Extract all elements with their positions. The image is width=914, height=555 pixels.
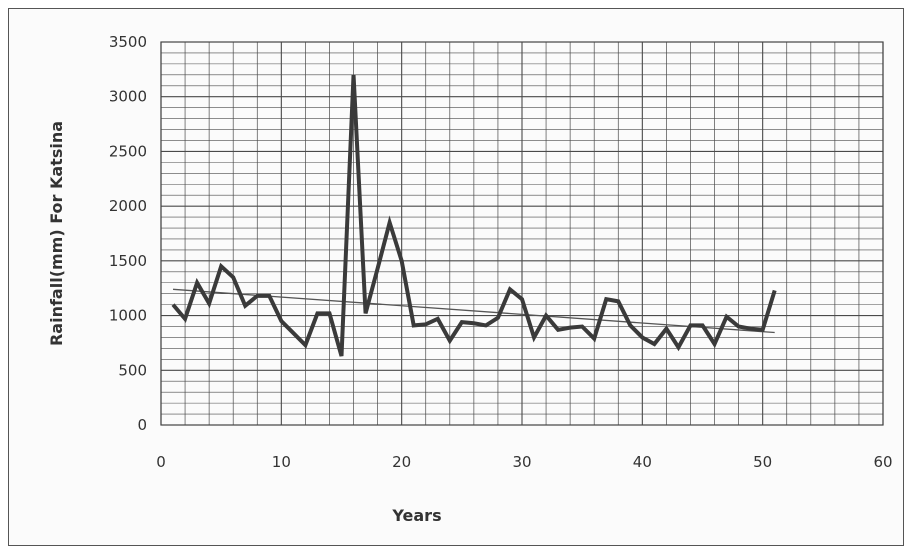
x-tick-label: 40 (633, 453, 652, 471)
x-axis-title: Years (391, 506, 441, 525)
plot-area (160, 41, 884, 426)
y-tick-label: 1000 (109, 307, 147, 325)
gridlines (160, 41, 884, 426)
trend-line (172, 288, 775, 334)
x-tick-label: 50 (753, 453, 772, 471)
x-tick-label: 20 (392, 453, 411, 471)
y-tick-label: 3500 (109, 33, 147, 51)
x-tick-label: 30 (512, 453, 531, 471)
y-tick-label: 500 (118, 361, 147, 379)
y-tick-labels: 0 500 1000 1500 2000 2500 3000 3500 (109, 33, 147, 434)
rainfall-series-line (171, 74, 777, 357)
x-tick-labels: 0 10 20 30 40 50 60 (156, 453, 892, 471)
x-tick-label: 60 (873, 453, 892, 471)
x-tick-label: 0 (156, 453, 166, 471)
y-tick-label: 3000 (109, 88, 147, 106)
y-tick-label: 0 (137, 416, 147, 434)
chart-frame (8, 8, 904, 546)
x-tick-label: 10 (272, 453, 291, 471)
y-tick-label: 2500 (109, 142, 147, 160)
y-tick-label: 1500 (109, 252, 147, 270)
y-axis-title: Rainfall(mm) For Katsina (47, 121, 66, 346)
y-tick-label: 2000 (109, 197, 147, 215)
